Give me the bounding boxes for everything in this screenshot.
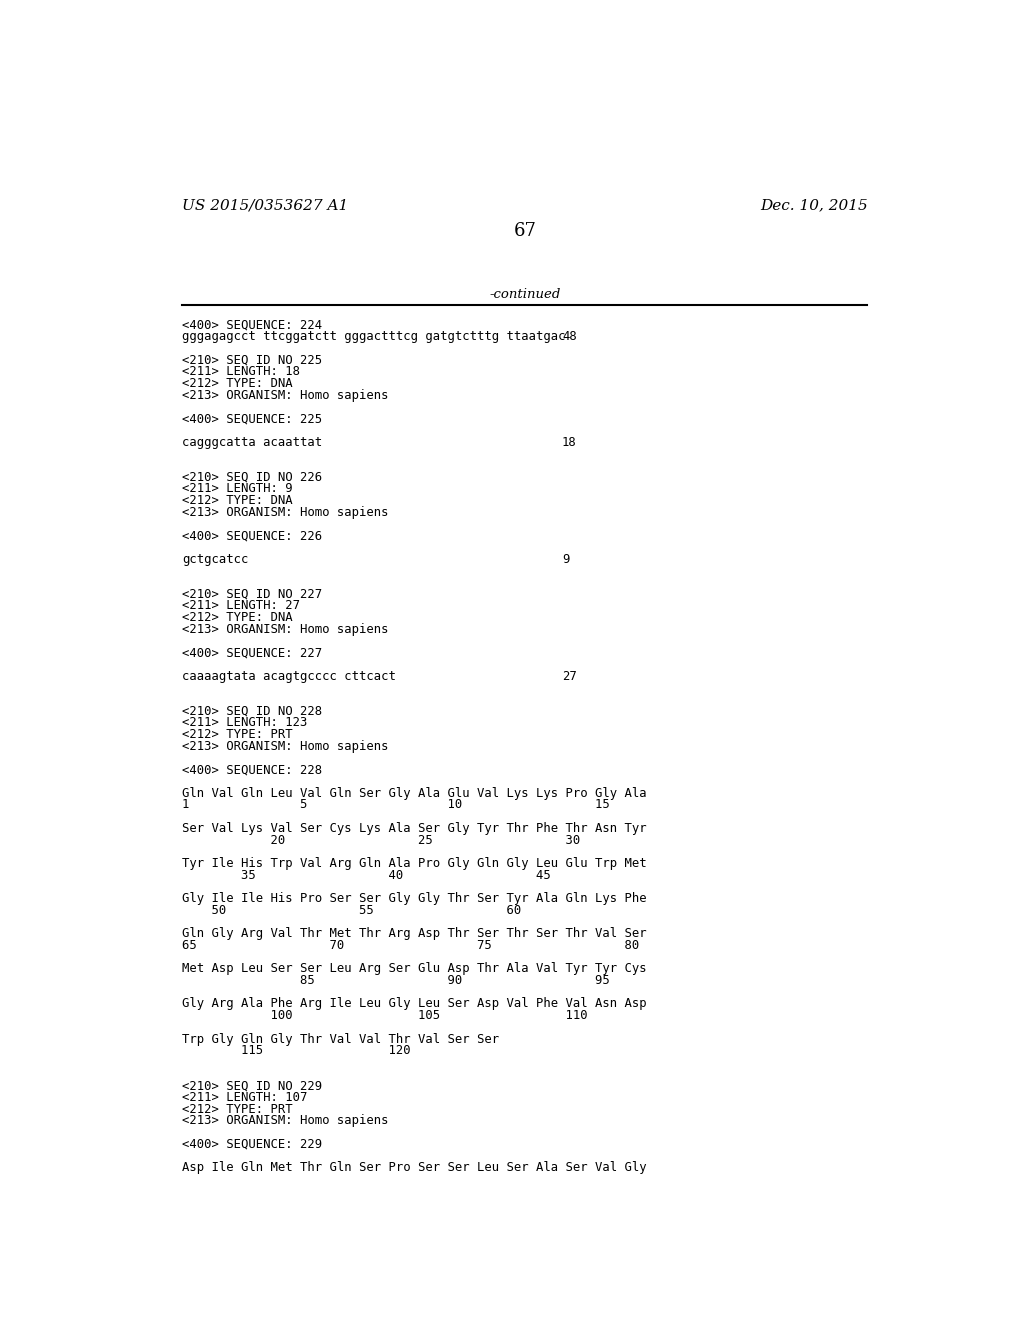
Text: <212> TYPE: PRT: <212> TYPE: PRT — [182, 729, 293, 742]
Text: <210> SEQ ID NO 229: <210> SEQ ID NO 229 — [182, 1080, 323, 1093]
Text: Asp Ile Gln Met Thr Gln Ser Pro Ser Ser Leu Ser Ala Ser Val Gly: Asp Ile Gln Met Thr Gln Ser Pro Ser Ser … — [182, 1162, 647, 1175]
Text: 85                  90                  95: 85 90 95 — [182, 974, 610, 987]
Text: gctgcatcc: gctgcatcc — [182, 553, 249, 566]
Text: <400> SEQUENCE: 226: <400> SEQUENCE: 226 — [182, 529, 323, 543]
Text: <213> ORGANISM: Homo sapiens: <213> ORGANISM: Homo sapiens — [182, 741, 389, 752]
Text: <210> SEQ ID NO 228: <210> SEQ ID NO 228 — [182, 705, 323, 718]
Text: <211> LENGTH: 107: <211> LENGTH: 107 — [182, 1092, 307, 1104]
Text: <210> SEQ ID NO 226: <210> SEQ ID NO 226 — [182, 471, 323, 483]
Text: <213> ORGANISM: Homo sapiens: <213> ORGANISM: Homo sapiens — [182, 506, 389, 519]
Text: 65                  70                  75                  80: 65 70 75 80 — [182, 939, 640, 952]
Text: Ser Val Lys Val Ser Cys Lys Ala Ser Gly Tyr Thr Phe Thr Asn Tyr: Ser Val Lys Val Ser Cys Lys Ala Ser Gly … — [182, 822, 647, 834]
Text: 20                  25                  30: 20 25 30 — [182, 833, 581, 846]
Text: Met Asp Leu Ser Ser Leu Arg Ser Glu Asp Thr Ala Val Tyr Tyr Cys: Met Asp Leu Ser Ser Leu Arg Ser Glu Asp … — [182, 962, 647, 975]
Text: 67: 67 — [513, 222, 537, 239]
Text: <210> SEQ ID NO 225: <210> SEQ ID NO 225 — [182, 354, 323, 367]
Text: Dec. 10, 2015: Dec. 10, 2015 — [761, 198, 868, 213]
Text: Gly Arg Ala Phe Arg Ile Leu Gly Leu Ser Asp Val Phe Val Asn Asp: Gly Arg Ala Phe Arg Ile Leu Gly Leu Ser … — [182, 998, 647, 1010]
Text: <212> TYPE: DNA: <212> TYPE: DNA — [182, 494, 293, 507]
Text: <400> SEQUENCE: 229: <400> SEQUENCE: 229 — [182, 1138, 323, 1151]
Text: Trp Gly Gln Gly Thr Val Val Thr Val Ser Ser: Trp Gly Gln Gly Thr Val Val Thr Val Ser … — [182, 1032, 500, 1045]
Text: US 2015/0353627 A1: US 2015/0353627 A1 — [182, 198, 348, 213]
Text: cagggcatta acaattat: cagggcatta acaattat — [182, 436, 323, 449]
Text: 27: 27 — [562, 669, 577, 682]
Text: 50                  55                  60: 50 55 60 — [182, 904, 521, 917]
Text: Gln Val Gln Leu Val Gln Ser Gly Ala Glu Val Lys Lys Pro Gly Ala: Gln Val Gln Leu Val Gln Ser Gly Ala Glu … — [182, 787, 647, 800]
Text: <400> SEQUENCE: 225: <400> SEQUENCE: 225 — [182, 412, 323, 425]
Text: gggagagcct ttcggatctt gggactttcg gatgtctttg ttaatgac: gggagagcct ttcggatctt gggactttcg gatgtct… — [182, 330, 565, 343]
Text: <211> LENGTH: 123: <211> LENGTH: 123 — [182, 717, 307, 730]
Text: 18: 18 — [562, 436, 577, 449]
Text: 9: 9 — [562, 553, 569, 566]
Text: <212> TYPE: DNA: <212> TYPE: DNA — [182, 378, 293, 391]
Text: -continued: -continued — [489, 288, 560, 301]
Text: 48: 48 — [562, 330, 577, 343]
Text: 100                 105                 110: 100 105 110 — [182, 1008, 588, 1022]
Text: <212> TYPE: PRT: <212> TYPE: PRT — [182, 1102, 293, 1115]
Text: <400> SEQUENCE: 227: <400> SEQUENCE: 227 — [182, 647, 323, 659]
Text: 1               5                   10                  15: 1 5 10 15 — [182, 799, 610, 812]
Text: <213> ORGANISM: Homo sapiens: <213> ORGANISM: Homo sapiens — [182, 389, 389, 401]
Text: Gly Ile Ile His Pro Ser Ser Gly Gly Thr Ser Tyr Ala Gln Lys Phe: Gly Ile Ile His Pro Ser Ser Gly Gly Thr … — [182, 892, 647, 906]
Text: Tyr Ile His Trp Val Arg Gln Ala Pro Gly Gln Gly Leu Glu Trp Met: Tyr Ile His Trp Val Arg Gln Ala Pro Gly … — [182, 857, 647, 870]
Text: 35                  40                  45: 35 40 45 — [182, 869, 551, 882]
Text: 115                 120: 115 120 — [182, 1044, 411, 1057]
Text: <400> SEQUENCE: 224: <400> SEQUENCE: 224 — [182, 318, 323, 331]
Text: Gln Gly Arg Val Thr Met Thr Arg Asp Thr Ser Thr Ser Thr Val Ser: Gln Gly Arg Val Thr Met Thr Arg Asp Thr … — [182, 927, 647, 940]
Text: caaaagtata acagtgcccc cttcact: caaaagtata acagtgcccc cttcact — [182, 669, 396, 682]
Text: <213> ORGANISM: Homo sapiens: <213> ORGANISM: Homo sapiens — [182, 623, 389, 636]
Text: <211> LENGTH: 18: <211> LENGTH: 18 — [182, 366, 300, 379]
Text: <210> SEQ ID NO 227: <210> SEQ ID NO 227 — [182, 587, 323, 601]
Text: <400> SEQUENCE: 228: <400> SEQUENCE: 228 — [182, 763, 323, 776]
Text: <211> LENGTH: 27: <211> LENGTH: 27 — [182, 599, 300, 612]
Text: <212> TYPE: DNA: <212> TYPE: DNA — [182, 611, 293, 624]
Text: <211> LENGTH: 9: <211> LENGTH: 9 — [182, 482, 293, 495]
Text: <213> ORGANISM: Homo sapiens: <213> ORGANISM: Homo sapiens — [182, 1114, 389, 1127]
